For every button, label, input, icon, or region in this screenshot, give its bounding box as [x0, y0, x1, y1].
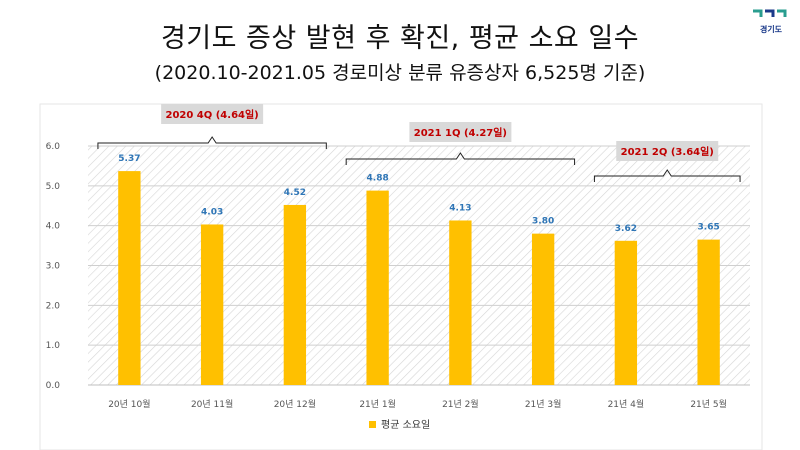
annotation-box — [616, 141, 719, 161]
bar — [118, 171, 141, 385]
x-tick-label: 21년 4월 — [608, 398, 645, 410]
bar — [366, 190, 389, 385]
bar — [200, 224, 224, 385]
annotation-box — [161, 104, 264, 124]
data-label: 3.80 — [532, 217, 554, 227]
annotation-label: 2020 4Q (4.64일) — [165, 108, 258, 121]
bracket — [97, 136, 327, 149]
x-tick-label: 21년 2월 — [442, 398, 479, 410]
y-tick-label: 2.0 — [46, 301, 61, 311]
x-tick-label: 20년 10월 — [108, 398, 150, 410]
bar — [697, 239, 720, 385]
data-label: 5.37 — [118, 154, 140, 164]
data-label: 4.88 — [367, 174, 389, 184]
bar — [449, 220, 472, 385]
bar — [614, 240, 638, 385]
x-tick-label: 20년 11월 — [191, 398, 233, 410]
legend-swatch — [369, 421, 376, 428]
annotation-label: 2021 2Q (3.64일) — [621, 145, 714, 158]
gyeonggi-logo-icon — [753, 9, 787, 17]
bar — [531, 233, 555, 385]
x-tick-label: 21년 1월 — [359, 398, 396, 410]
chart-title: 경기도 증상 발현 후 확진, 평균 소요 일수 — [160, 23, 640, 54]
annotation-label: 2021 1Q (4.27일) — [414, 126, 507, 139]
data-label: 4.52 — [284, 188, 306, 198]
data-label: 3.62 — [615, 224, 637, 234]
x-tick-label: 21년 3월 — [525, 398, 562, 410]
bracket — [593, 169, 741, 182]
y-tick-label: 0.0 — [46, 381, 61, 391]
y-tick-label: 6.0 — [46, 142, 61, 152]
data-label: 4.13 — [449, 203, 471, 213]
y-tick-label: 1.0 — [46, 341, 61, 351]
chart-subtitle: (2020.10-2021.05 경로미상 분류 유증상자 6,525명 기준) — [154, 62, 646, 84]
y-tick-label: 4.0 — [46, 222, 61, 232]
annotation-box — [409, 122, 512, 142]
logo-text: 경기도 — [759, 25, 783, 34]
bar — [283, 204, 307, 385]
data-label: 3.65 — [698, 223, 720, 233]
legend-label: 평균 소요일 — [381, 419, 430, 431]
x-tick-label: 21년 5월 — [690, 398, 727, 410]
y-tick-label: 3.0 — [46, 262, 61, 272]
x-tick-label: 20년 12월 — [274, 398, 316, 410]
bracket — [345, 152, 576, 165]
data-label: 4.03 — [201, 207, 223, 217]
y-tick-label: 5.0 — [46, 182, 61, 192]
